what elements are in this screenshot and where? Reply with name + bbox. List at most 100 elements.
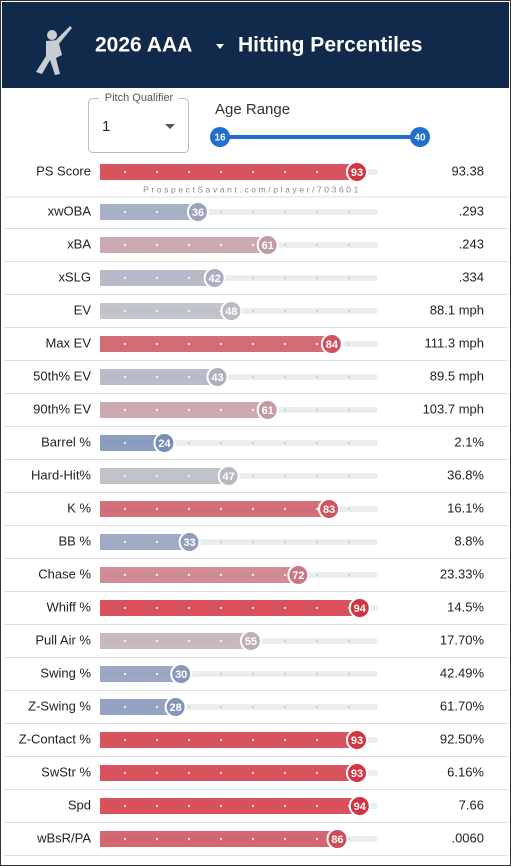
bar-dot: [219, 837, 223, 841]
bar-dot: [155, 170, 159, 174]
stat-value: 92.50%: [440, 731, 485, 746]
track-dot: [315, 243, 319, 247]
track-dot: [315, 375, 319, 379]
percentile-bar: [100, 303, 232, 319]
stat-value: 7.66: [459, 797, 484, 812]
percentile-badge: [348, 795, 371, 817]
bar-dot: [123, 705, 127, 709]
bar-dot: [315, 606, 319, 610]
bar-dot: [283, 804, 287, 808]
age-min: 16: [214, 133, 226, 144]
bar-dot: [283, 738, 287, 742]
pitch-qualifier-value[interactable]: 1: [102, 118, 110, 135]
row-label: PS Score: [36, 163, 91, 178]
bar-dot: [219, 771, 223, 775]
bar-dot: [123, 837, 127, 841]
percentile-label: 33: [183, 537, 195, 549]
age-slider-min-knob[interactable]: [210, 127, 230, 147]
stat-value: 36.8%: [447, 467, 484, 482]
bar-dot: [187, 837, 191, 841]
percentile-bar: [100, 765, 357, 781]
title-caret[interactable]: [216, 44, 224, 49]
stat-value: 88.1 mph: [430, 302, 484, 317]
bar-dot: [155, 309, 159, 313]
row-label: xBA: [67, 236, 91, 251]
percentile-bar: [100, 600, 360, 616]
track-dot: [347, 837, 351, 841]
bar-dot: [251, 408, 255, 412]
track-dot: [251, 705, 255, 709]
bar-dot: [123, 170, 127, 174]
row-label: Hard-Hit%: [31, 467, 91, 482]
bar-dot: [155, 210, 159, 214]
age-slider-max-knob[interactable]: [410, 127, 430, 147]
row-label: Chase %: [38, 566, 91, 581]
track-dot: [283, 210, 287, 214]
percentile-label: 93: [351, 167, 363, 179]
bar-dot: [123, 441, 127, 445]
player-icon: [36, 26, 72, 75]
bar-dot: [123, 309, 127, 313]
percentile-bar: [100, 237, 268, 253]
bar-dot: [123, 738, 127, 742]
bar-dot: [123, 606, 127, 610]
percentile-bar: [100, 633, 251, 649]
percentile-label: 83: [323, 504, 335, 516]
track-dot: [283, 441, 287, 445]
track-dot: [315, 309, 319, 313]
title-dropdown[interactable]: 2026 AAA: [95, 34, 192, 57]
percentile-label: 55: [245, 636, 257, 648]
bar-dot: [187, 573, 191, 577]
percentile-badge: [217, 465, 240, 487]
track-dot: [315, 441, 319, 445]
percentile-badge: [318, 498, 341, 520]
bar-dot: [187, 639, 191, 643]
bar-dot: [123, 573, 127, 577]
stat-value: 14.5%: [447, 599, 484, 614]
track-dot: [219, 210, 223, 214]
stat-value: 111.3 mph: [424, 335, 484, 350]
age-max: 40: [414, 133, 426, 144]
track-dot: [283, 540, 287, 544]
bar-dot: [187, 408, 191, 412]
track-dot: [283, 309, 287, 313]
stat-value: .0060: [451, 830, 484, 845]
track-dot: [315, 705, 319, 709]
bar-dot: [315, 738, 319, 742]
percentile-label: 84: [326, 339, 339, 351]
percentile-badge: [164, 696, 187, 718]
track-dot: [347, 507, 351, 511]
track-dot: [187, 705, 191, 709]
rows: PS Score 93 93.38 xwOBA 36 .293 xBA 61 .243 xSLG 4…: [4, 161, 507, 856]
bar-dot: [251, 243, 255, 247]
percentile-label: 94: [354, 801, 367, 813]
percentile-label: 24: [158, 438, 171, 450]
subtitle: Hitting Percentiles: [238, 34, 422, 57]
track-dot: [283, 276, 287, 280]
track-dot: [219, 705, 223, 709]
track-dot: [283, 639, 287, 643]
track-dot: [283, 375, 287, 379]
percentile-bar: [100, 567, 299, 583]
bar-dot: [155, 540, 159, 544]
stat-value: 93.38: [451, 163, 484, 178]
select-arrow[interactable]: [165, 124, 175, 129]
track-dot: [347, 408, 351, 412]
stat-value: 42.49%: [440, 665, 485, 680]
percentile-bar: [100, 798, 360, 814]
row-label: Barrel %: [41, 434, 91, 449]
bar-dot: [283, 573, 287, 577]
stat-value: .334: [459, 269, 484, 284]
percentile-bar: [100, 699, 176, 715]
bar-dot: [123, 474, 127, 478]
percentile-label: 86: [331, 834, 343, 846]
bar-dot: [219, 606, 223, 610]
row-label: SwStr %: [41, 764, 91, 779]
track-dot: [187, 441, 191, 445]
bar-dot: [251, 342, 255, 346]
bar-dot: [155, 639, 159, 643]
bar-dot: [123, 342, 127, 346]
percentile-badge: [239, 630, 262, 652]
bar-dot: [315, 507, 319, 511]
row-label: xwOBA: [48, 203, 92, 218]
